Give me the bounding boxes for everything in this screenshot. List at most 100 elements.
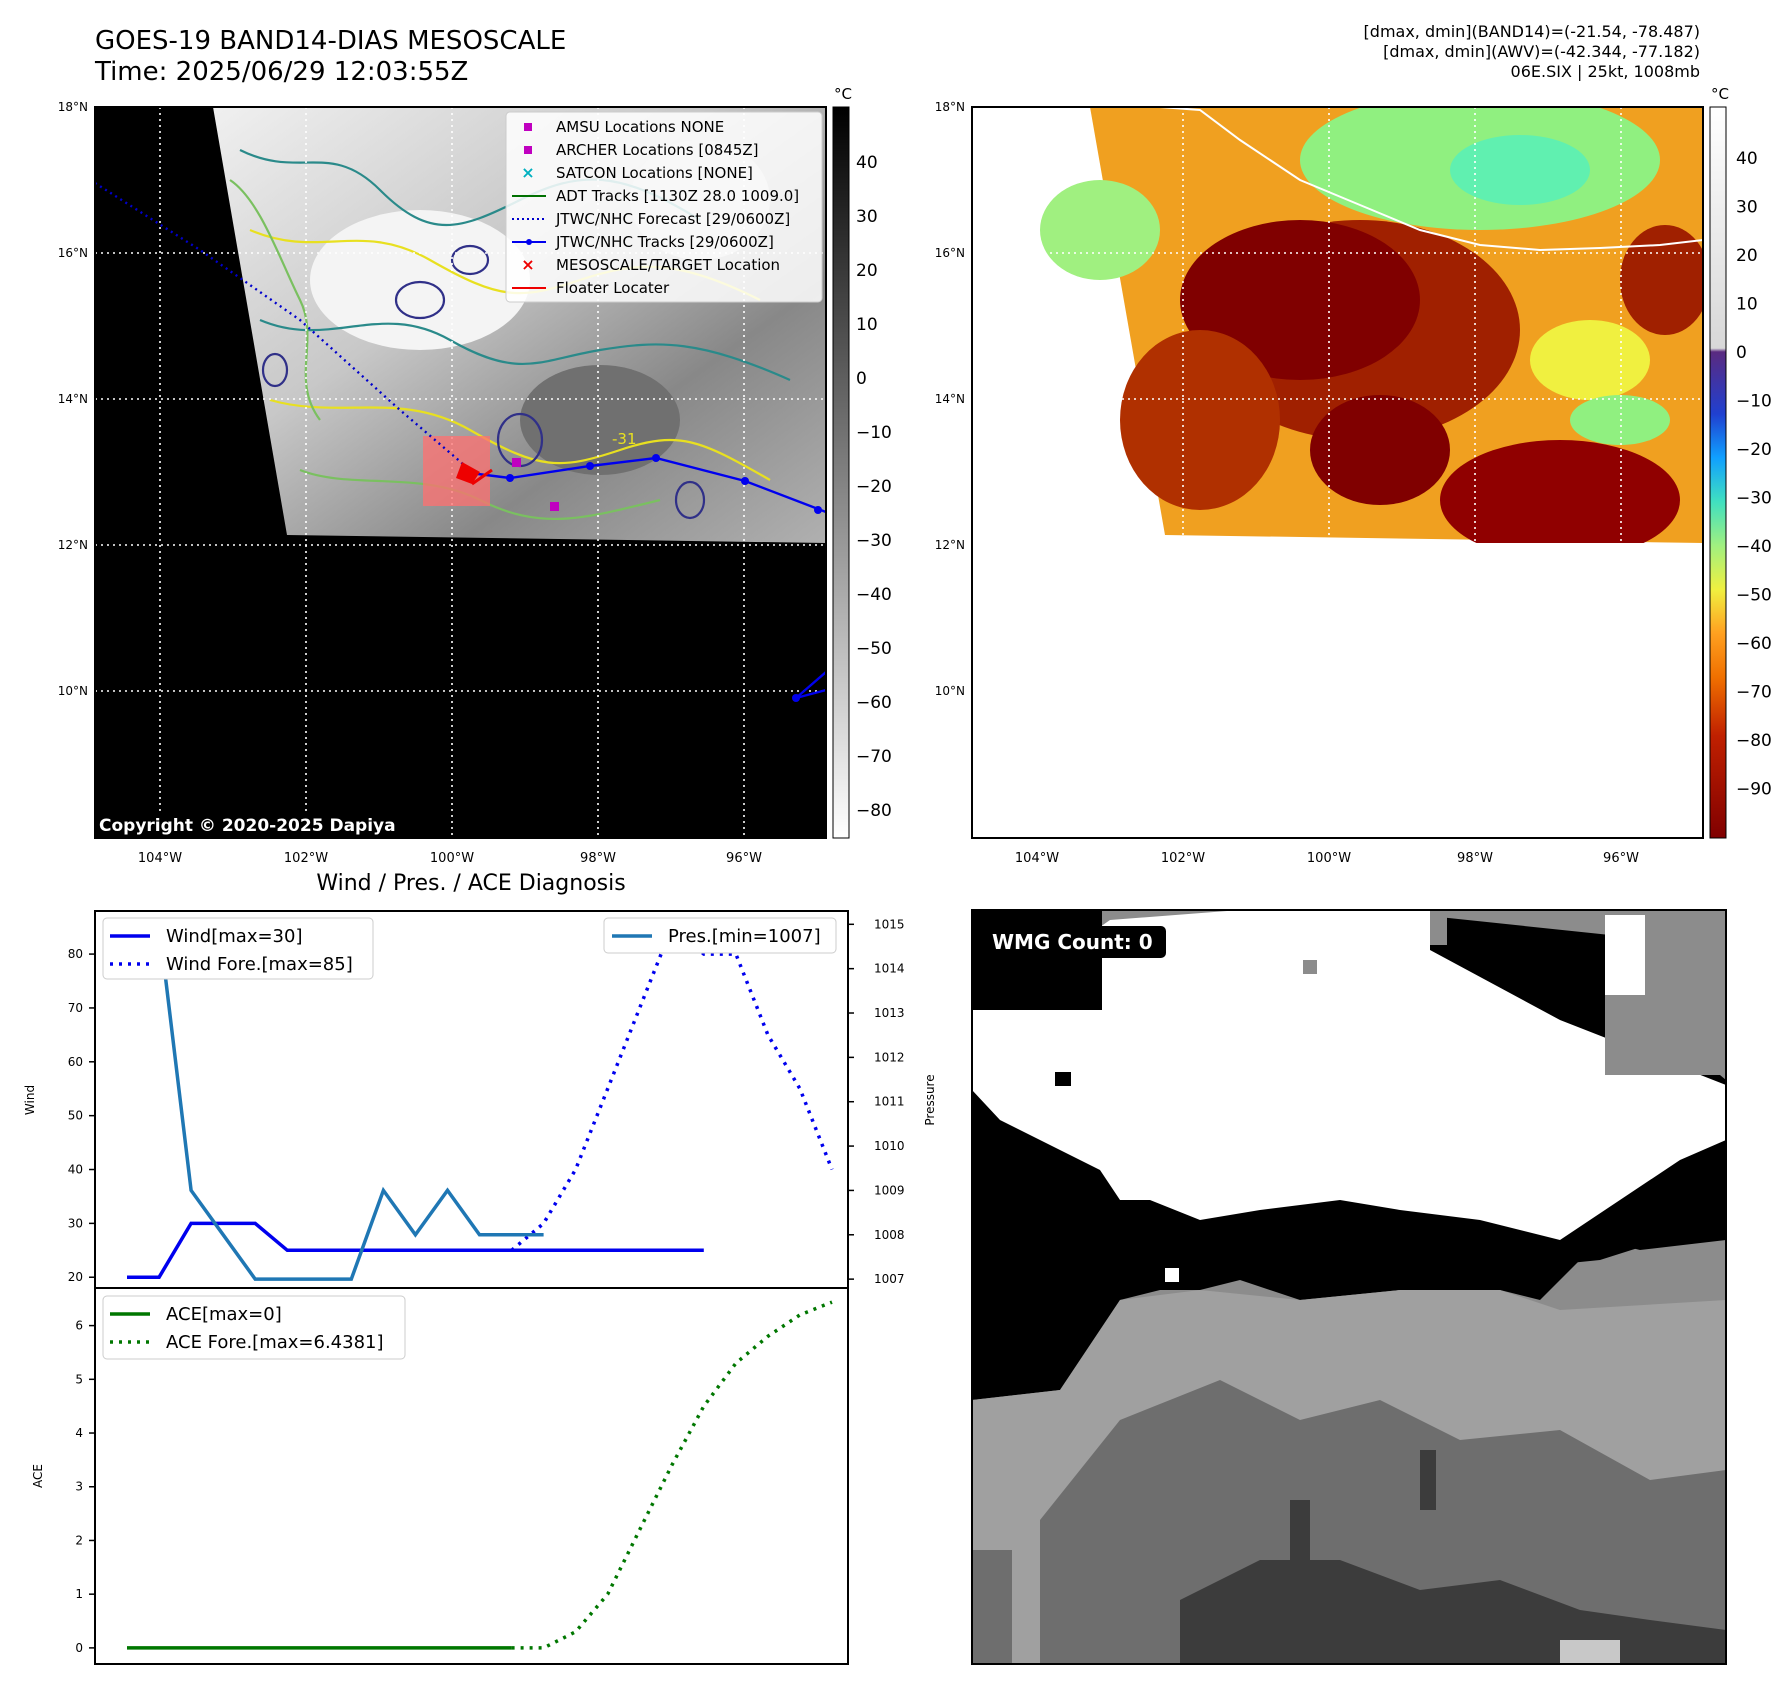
copyright-text: Copyright © 2020-2025 Dapiya	[99, 816, 396, 836]
ir-colorbar	[832, 106, 850, 839]
best-track-points	[506, 454, 822, 514]
lat-label: 14°N	[58, 392, 88, 406]
figure-title: GOES-19 BAND14-DIAS MESOSCALE	[95, 26, 567, 56]
lat-label: 14°N	[935, 392, 965, 406]
lon-label: 98°W	[580, 851, 616, 866]
lat-label: 10°N	[58, 684, 88, 698]
colorbar-tick: 20	[1736, 246, 1758, 266]
pressure-ytick-label: 1015	[874, 917, 905, 931]
colorbar-tick: −90	[1736, 780, 1772, 800]
legend-item: ADT Tracks [1130Z 28.0 1009.0]	[512, 187, 799, 205]
legend-label: AMSU Locations NONE	[556, 118, 724, 136]
series-line-0	[127, 1221, 704, 1279]
wmg-panel	[972, 910, 1726, 1664]
legend-symbol: ×	[521, 163, 534, 182]
wind-legend-label: Wind Fore.[max=85]	[166, 954, 353, 975]
pressure-ytick-label: 1014	[874, 962, 905, 976]
colorbar-tick: −20	[1736, 440, 1772, 460]
series-line-1	[510, 924, 834, 1252]
pressure-ytick-label: 1008	[874, 1228, 905, 1242]
colorbar-tick: −30	[1736, 489, 1772, 509]
pressure-ytick-label: 1009	[874, 1183, 905, 1197]
lat-label: 16°N	[58, 246, 88, 260]
colorbar-tick: −40	[856, 585, 892, 605]
meta-band14: [dmax, dmin](BAND14)=(-21.54, -78.487)	[1363, 22, 1700, 41]
colorbar-tick: 30	[1736, 198, 1758, 218]
ace-ytick-label: 4	[75, 1426, 83, 1440]
colorbar-tick: 10	[856, 315, 878, 335]
colorbar-tick: −20	[856, 477, 892, 497]
ace-ytick-label: 0	[75, 1641, 83, 1655]
colorbar-tick: −50	[856, 639, 892, 659]
lon-label: 100°W	[1307, 851, 1351, 866]
legend-label: Floater Locater	[556, 279, 670, 297]
pressure-legend-label: Pres.[min=1007]	[668, 926, 821, 947]
colorbar-tick: −80	[1736, 731, 1772, 751]
lon-label: 96°W	[1603, 851, 1639, 866]
ace-legend: ACE[max=0] ACE Fore.[max=6.4381]	[102, 1295, 406, 1360]
wind-ytick-label: 70	[68, 1001, 83, 1015]
colorbar-tick: −80	[856, 801, 892, 821]
legend-item: × SATCON Locations [NONE]	[521, 163, 753, 182]
ace-legend-label: ACE[max=0]	[166, 1304, 282, 1325]
ace-ytick-label: 2	[75, 1533, 83, 1547]
legend-item: × MESOSCALE/TARGET Location	[521, 255, 780, 274]
pressure-legend: Pres.[min=1007]	[603, 917, 837, 954]
lon-label: 102°W	[1161, 851, 1205, 866]
wind-ytick-label: 40	[68, 1163, 83, 1177]
lon-label: 96°W	[726, 851, 762, 866]
ace-ytick-label: 1	[75, 1587, 83, 1601]
lon-label: 104°W	[1015, 851, 1059, 866]
wind-ytick-label: 80	[68, 947, 83, 961]
ir-map-panel: -31 Copyright © 2020-2025 Dapiya AMSU Lo…	[95, 107, 826, 838]
colorbar-tick: 0	[856, 369, 867, 389]
lat-label: 18°N	[58, 100, 88, 114]
legend-label: ADT Tracks [1130Z 28.0 1009.0]	[556, 187, 799, 205]
lat-label: 18°N	[935, 100, 965, 114]
awv-frame	[971, 106, 1704, 839]
awv-colorbar-unit: °C	[1711, 85, 1729, 103]
legend-label: MESOSCALE/TARGET Location	[556, 256, 780, 274]
forecast-track	[95, 181, 471, 471]
legend-item: Floater Locater	[512, 279, 670, 297]
series-line-2	[127, 922, 544, 1281]
colorbar-tick: −60	[1736, 634, 1772, 654]
pressure-axis-label: Pressure	[923, 1074, 937, 1125]
colorbar-tick: 30	[856, 207, 878, 227]
colorbar-tick: −10	[856, 423, 892, 443]
floater-box	[423, 436, 490, 506]
wind-legend-label: Wind[max=30]	[166, 926, 303, 947]
meta-awv: [dmax, dmin](AWV)=(-42.344, -77.182)	[1383, 42, 1700, 61]
coastline	[1159, 107, 1703, 252]
legend-label: JTWC/NHC Forecast [29/0600Z]	[555, 210, 790, 228]
colorbar-tick: 40	[1736, 149, 1758, 169]
best-track	[469, 456, 826, 514]
awv-map-panel	[972, 107, 1703, 838]
legend-symbol: ×	[521, 255, 534, 274]
meta-storm: 06E.SIX | 25kt, 1008mb	[1510, 62, 1700, 81]
legend-item: AMSU Locations NONE	[524, 118, 724, 136]
contour-label: -31	[612, 430, 637, 448]
wmg-badge-text: WMG Count: 0	[992, 930, 1153, 954]
wind-ytick-label: 30	[68, 1216, 83, 1230]
colorbar-tick: −50	[1736, 586, 1772, 606]
ace-ytick-label: 3	[75, 1480, 83, 1494]
colorbar-tick: 0	[1736, 343, 1747, 363]
lat-label: 12°N	[58, 538, 88, 552]
colorbar-tick: −60	[856, 693, 892, 713]
colorbar-tick: −70	[1736, 683, 1772, 703]
copyright-box	[95, 811, 407, 838]
ir-colorbar-unit: °C	[834, 85, 852, 103]
wind-ytick-label: 50	[68, 1109, 83, 1123]
pressure-ytick-label: 1013	[874, 1006, 905, 1020]
wind-ytick-label: 60	[68, 1055, 83, 1069]
map-frame	[94, 106, 827, 839]
pressure-ytick-label: 1011	[874, 1095, 905, 1109]
colorbar-tick: 10	[1736, 295, 1758, 315]
figure-time: Time: 2025/06/29 12:03:55Z	[95, 57, 469, 87]
colorbar-tick: 20	[856, 261, 878, 281]
pressure-ytick-label: 1012	[874, 1050, 905, 1064]
ace-series-line-1	[511, 1300, 833, 1650]
diagnosis-title: Wind / Pres. / ACE Diagnosis	[316, 871, 625, 896]
